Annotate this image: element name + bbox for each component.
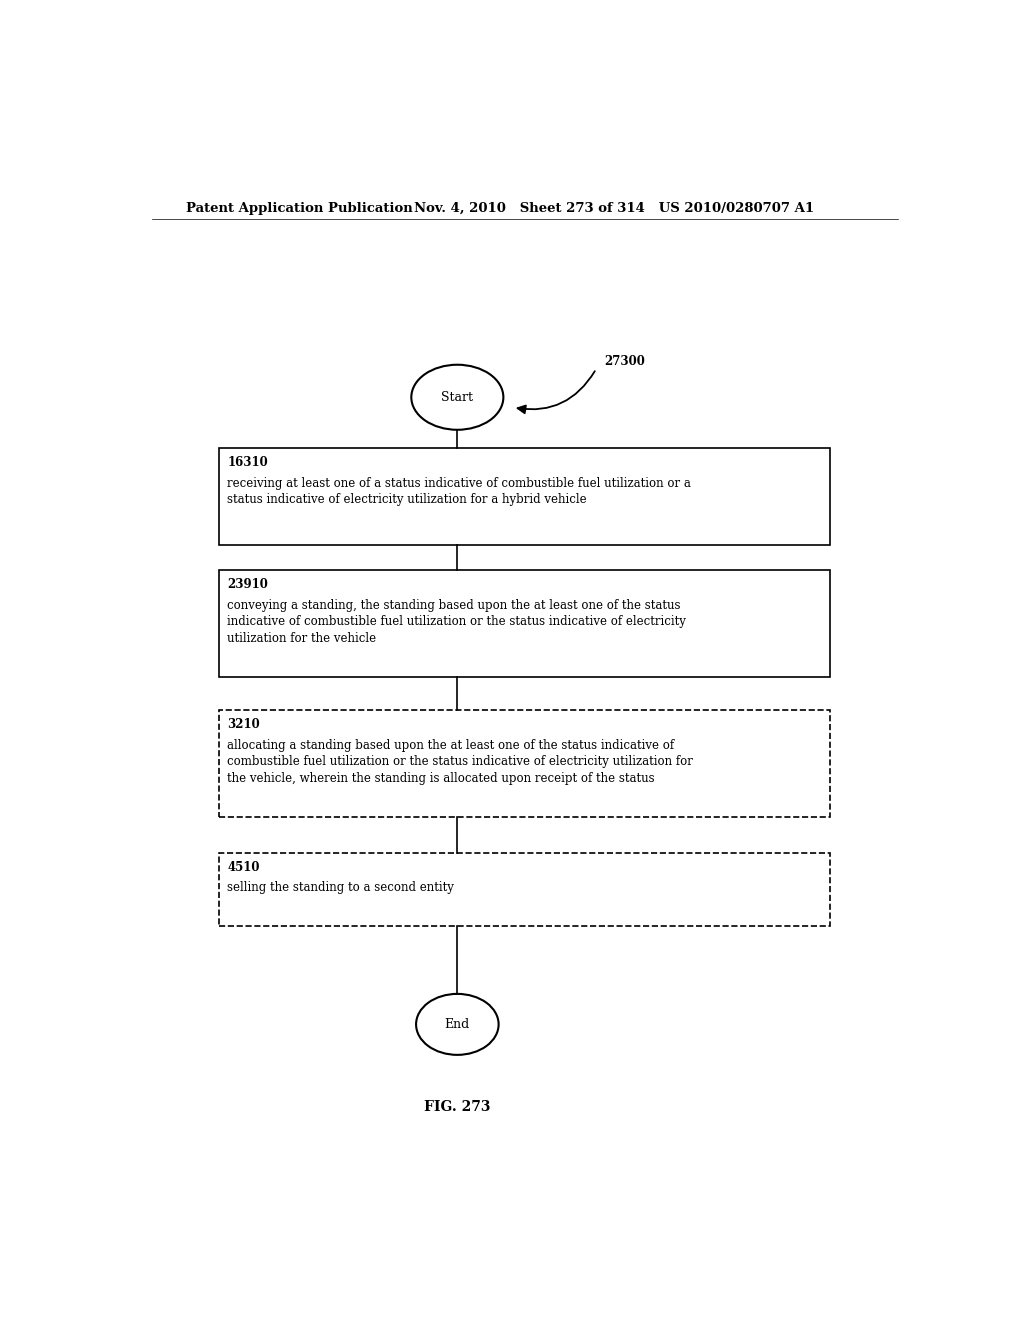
Text: 16310: 16310 — [227, 457, 268, 469]
Text: End: End — [444, 1018, 470, 1031]
FancyArrowPatch shape — [517, 371, 595, 413]
Bar — [219, 710, 830, 817]
Text: FIG. 273: FIG. 273 — [424, 1100, 490, 1114]
Bar — [219, 447, 830, 545]
Text: Patent Application Publication: Patent Application Publication — [186, 202, 413, 215]
Text: selling the standing to a second entity: selling the standing to a second entity — [227, 880, 454, 894]
Text: 4510: 4510 — [227, 861, 260, 874]
Text: 27300: 27300 — [604, 355, 645, 368]
Text: allocating a standing based upon the at least one of the status indicative of
co: allocating a standing based upon the at … — [227, 739, 693, 785]
Text: Nov. 4, 2010   Sheet 273 of 314   US 2010/0280707 A1: Nov. 4, 2010 Sheet 273 of 314 US 2010/02… — [414, 202, 814, 215]
Text: conveying a standing, the standing based upon the at least one of the status
ind: conveying a standing, the standing based… — [227, 598, 686, 644]
Text: 23910: 23910 — [227, 578, 268, 591]
Text: receiving at least one of a status indicative of combustible fuel utilization or: receiving at least one of a status indic… — [227, 477, 691, 506]
Text: Start: Start — [441, 391, 473, 404]
Text: 3210: 3210 — [227, 718, 260, 731]
Bar — [219, 570, 830, 677]
Bar — [219, 853, 830, 925]
